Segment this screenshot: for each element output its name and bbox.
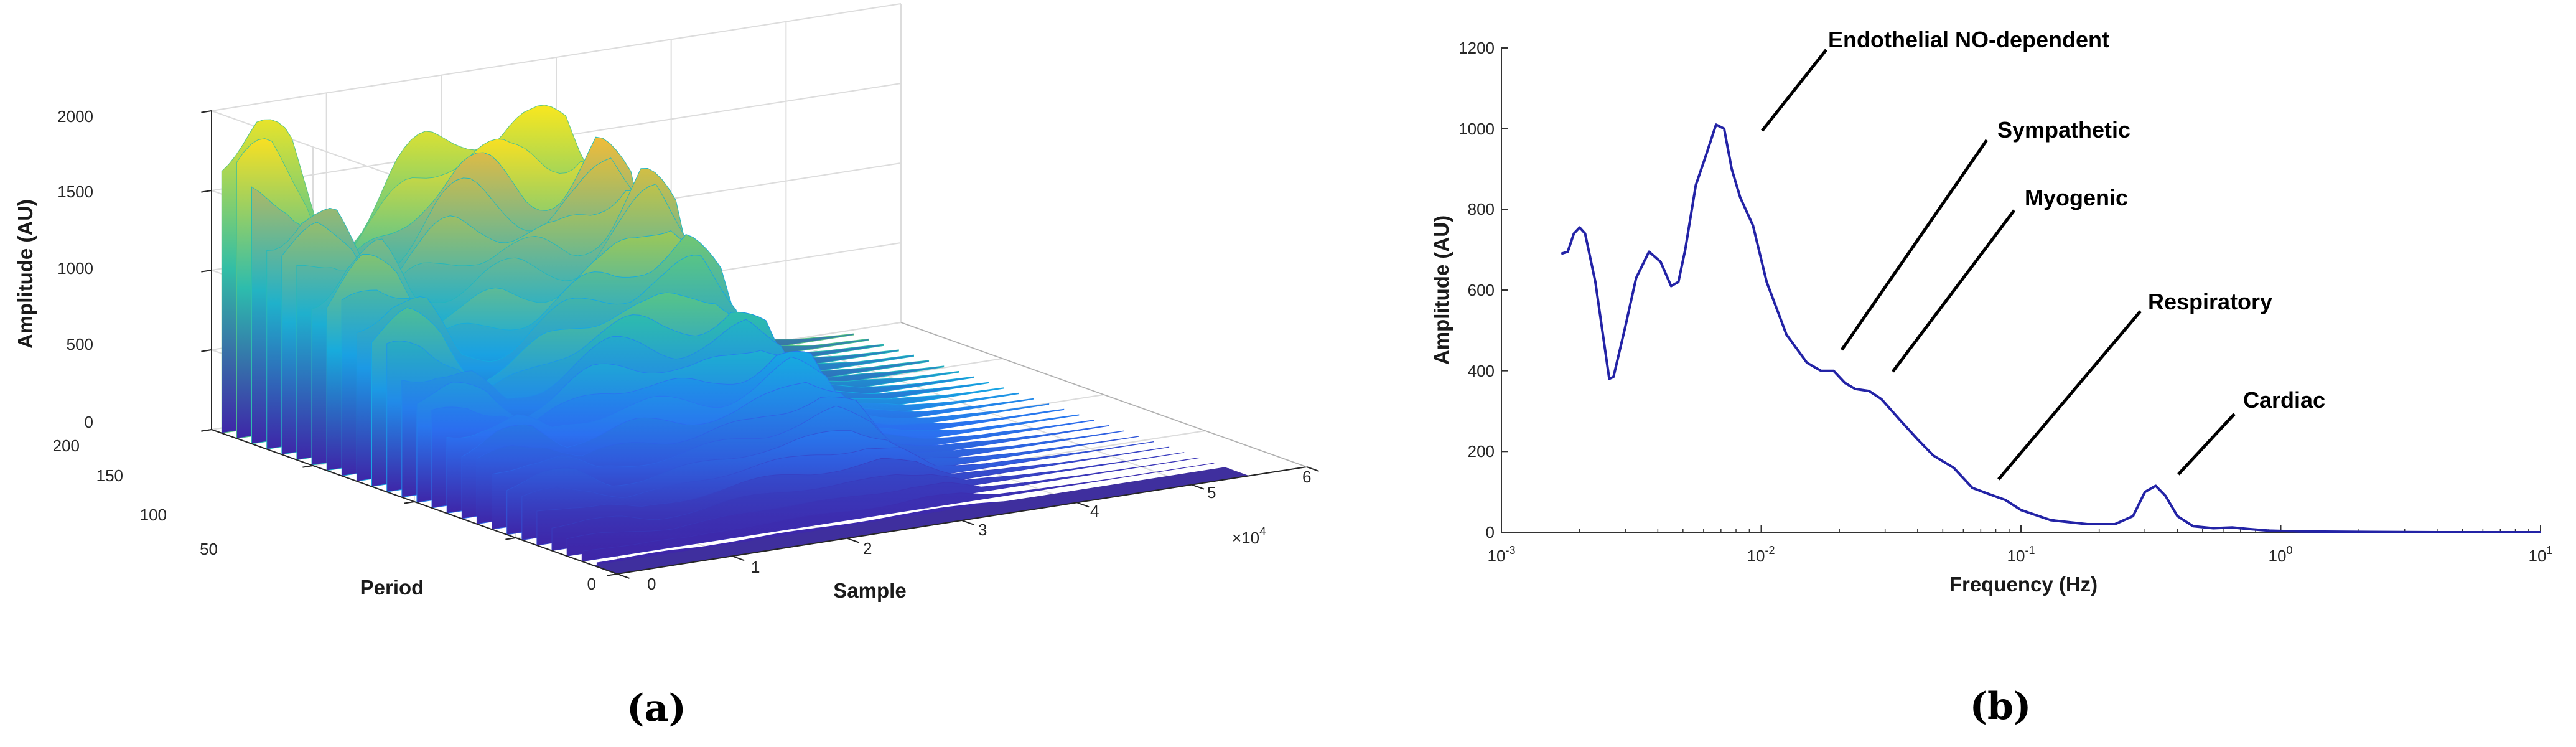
z-tick-label: 500 bbox=[67, 335, 93, 354]
x-tick-mark bbox=[846, 537, 860, 543]
y-tick-label: 0 bbox=[587, 575, 596, 593]
annotation-endothelial: Endothelial NO-dependent bbox=[1828, 27, 2109, 52]
annotation-leader bbox=[1840, 139, 1989, 351]
z-tick-mark bbox=[201, 429, 212, 432]
x-tick-label: 10-2 bbox=[1747, 544, 1775, 565]
x-tick-mark bbox=[617, 573, 630, 579]
y-tick-mark bbox=[302, 465, 314, 468]
y-tick-label: 100 bbox=[140, 505, 167, 524]
y-tick-mark bbox=[404, 501, 415, 504]
y-axis-title: Period bbox=[360, 576, 424, 599]
annotation-leader bbox=[2177, 413, 2236, 476]
x-tick-mark bbox=[732, 555, 745, 561]
annotation-sympathetic: Sympathetic bbox=[1997, 117, 2130, 143]
y-tick-label: 1000 bbox=[1458, 120, 1495, 138]
panel-label-a: (a) bbox=[627, 687, 686, 730]
y-tick-mark bbox=[505, 537, 516, 540]
x-tick-label: 1 bbox=[751, 558, 760, 576]
z-tick-label: 2000 bbox=[57, 107, 93, 126]
x-exponent-label: ×104 bbox=[1232, 525, 1266, 547]
z-tick-label: 1000 bbox=[57, 259, 93, 278]
surface-plot: 0 500 1000 1500 2000 200 150 100 50 0 0 … bbox=[14, 3, 1319, 730]
annotations: Endothelial NO-dependent Sympathetic Myo… bbox=[1761, 27, 2325, 481]
z-tick-label: 1500 bbox=[57, 182, 93, 201]
annotation-myogenic: Myogenic bbox=[2025, 185, 2128, 210]
annotation-leader bbox=[1997, 310, 2142, 481]
z-tick-mark bbox=[201, 110, 212, 113]
annotation-leader bbox=[1761, 49, 1827, 132]
y-tick-mark bbox=[607, 573, 618, 576]
surface-axes bbox=[201, 110, 1319, 579]
x-tick-mark bbox=[1076, 502, 1090, 508]
z-axis-title: Amplitude (AU) bbox=[14, 199, 37, 349]
y-tick-label: 1200 bbox=[1458, 39, 1495, 57]
x-tick-mark bbox=[961, 520, 974, 525]
z-tick-labels: 0 500 1000 1500 2000 bbox=[57, 107, 93, 431]
x-tick-label: 6 bbox=[1302, 467, 1311, 486]
x-axis-title: Frequency (Hz) bbox=[1949, 573, 2098, 596]
y-tick-label: 800 bbox=[1468, 200, 1495, 218]
grid-line bbox=[211, 3, 902, 111]
x-tick-labels: 0 1 2 3 4 5 6 bbox=[647, 467, 1311, 593]
y-axis-title: Amplitude (AU) bbox=[1430, 215, 1453, 365]
y-tick-label: 50 bbox=[200, 540, 218, 558]
surface-ribbon bbox=[581, 463, 1215, 562]
x-tick-label: 10-3 bbox=[1488, 544, 1516, 565]
z-tick-mark bbox=[201, 349, 212, 352]
y-tick-label: 600 bbox=[1468, 281, 1495, 299]
y-tick-labels: 0 200 400 600 800 1000 1200 bbox=[1458, 39, 1495, 542]
x-tick-label: 10-1 bbox=[2007, 544, 2035, 565]
x-tick-labels: 10-3 10-2 10-1 100 101 bbox=[1488, 544, 2553, 565]
x-tick-mark bbox=[1191, 484, 1205, 490]
x-tick-mark bbox=[1306, 466, 1319, 472]
z-tick-mark bbox=[201, 270, 212, 273]
surface-floor bbox=[592, 467, 1249, 574]
y-tick-labels: 200 150 100 50 0 bbox=[53, 436, 596, 593]
z-tick-mark bbox=[201, 190, 212, 193]
x-tick-label: 4 bbox=[1090, 502, 1099, 520]
annotation-leader bbox=[1892, 209, 2015, 373]
annotation-cardiac: Cardiac bbox=[2243, 387, 2325, 413]
y-tick-label: 0 bbox=[1486, 523, 1495, 542]
x-axis-title: Sample bbox=[833, 579, 906, 602]
x-tick-label: 100 bbox=[2269, 544, 2293, 565]
annotation-respiratory: Respiratory bbox=[2148, 289, 2272, 314]
y-tick-label: 400 bbox=[1468, 362, 1495, 380]
y-tick-label: 200 bbox=[1468, 442, 1495, 461]
spectrum-plot: 0 200 400 600 800 1000 1200 10-3 10-2 10… bbox=[1430, 27, 2552, 728]
series-line bbox=[1561, 123, 2541, 533]
x-tick-label: 0 bbox=[647, 575, 656, 593]
y-tick-label: 200 bbox=[53, 436, 80, 455]
x-tick-label: 2 bbox=[863, 539, 872, 558]
frame-line bbox=[900, 322, 1307, 467]
surface-mesh bbox=[221, 105, 1249, 574]
x-tick-label: 3 bbox=[978, 520, 987, 539]
x-tick-label: 101 bbox=[2529, 544, 2553, 565]
x-tick-label: 5 bbox=[1207, 483, 1216, 502]
panel-label-b: (b) bbox=[1970, 685, 2032, 728]
z-tick-label: 0 bbox=[85, 413, 93, 431]
y-tick-label: 150 bbox=[96, 466, 123, 485]
